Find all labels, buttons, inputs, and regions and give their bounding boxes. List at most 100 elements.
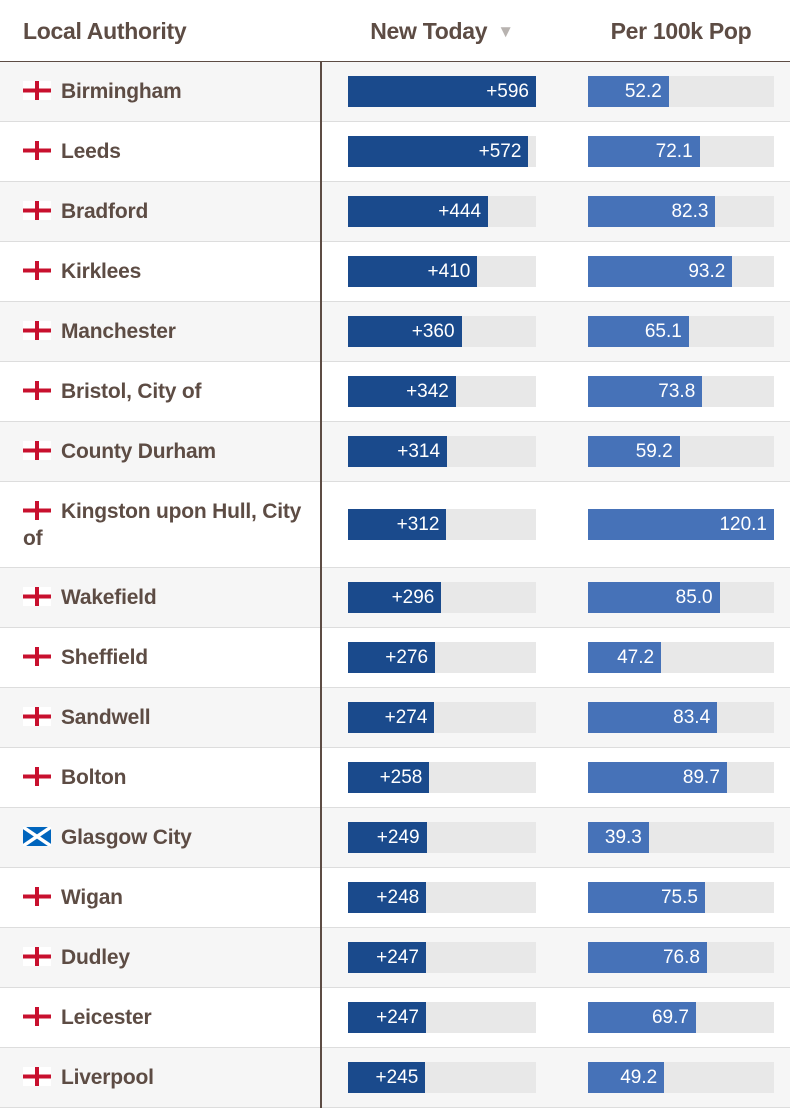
england-flag bbox=[23, 201, 51, 220]
per-100k-track: 76.8 bbox=[588, 941, 774, 973]
england-flag-icon bbox=[23, 1067, 51, 1086]
england-flag-icon bbox=[23, 500, 51, 520]
per-100k-label: 69.7 bbox=[651, 1006, 689, 1028]
new-today-track: +572 bbox=[348, 135, 536, 167]
per-100k-label: 85.0 bbox=[675, 586, 713, 608]
local-authority-cell: Bradford bbox=[23, 182, 308, 241]
new-today-bar: +248 bbox=[348, 881, 427, 913]
england-flag bbox=[23, 1067, 51, 1086]
new-today-label: +276 bbox=[385, 646, 429, 668]
per-100k-track: 59.2 bbox=[588, 435, 774, 467]
local-authority-cell: Wakefield bbox=[23, 568, 308, 627]
new-today-bar: +314 bbox=[348, 435, 448, 467]
local-authority-cell: Dudley bbox=[23, 928, 308, 987]
england-flag-icon bbox=[23, 201, 51, 220]
new-today-track: +247 bbox=[348, 1001, 536, 1033]
table-row: Manchester +360 65.1 bbox=[0, 302, 790, 362]
new-today-label: +410 bbox=[427, 260, 471, 282]
per-100k-bar: 49.2 bbox=[588, 1061, 665, 1093]
local-authority-name: Kirklees bbox=[61, 260, 142, 283]
new-today-label: +296 bbox=[391, 586, 435, 608]
local-authority-name: Birmingham bbox=[61, 80, 182, 103]
column-header-label: Per 100k Pop bbox=[610, 18, 752, 44]
per-100k-track: 39.3 bbox=[588, 821, 774, 853]
new-today-label: +249 bbox=[376, 826, 420, 848]
per-100k-track: 73.8 bbox=[588, 375, 774, 407]
local-authority-name: Leicester bbox=[61, 1006, 152, 1029]
table-row: Glasgow City +249 39.3 bbox=[0, 808, 790, 868]
per-100k-bar: 59.2 bbox=[588, 435, 680, 467]
new-today-bar: +360 bbox=[348, 315, 462, 347]
per-100k-track: 72.1 bbox=[588, 135, 774, 167]
new-today-label: +360 bbox=[411, 320, 455, 342]
per-100k-bar: 120.1 bbox=[588, 508, 774, 540]
per-100k-label: 59.2 bbox=[635, 440, 673, 462]
england-flag-icon bbox=[23, 261, 51, 280]
per-100k-label: 82.3 bbox=[671, 200, 709, 222]
per-100k-label: 39.3 bbox=[604, 826, 642, 848]
england-flag-icon bbox=[23, 141, 51, 160]
new-today-bar: +274 bbox=[348, 701, 435, 733]
local-authority-cell: Bristol, City of bbox=[23, 362, 308, 421]
table-row: Leeds +572 72.1 bbox=[0, 122, 790, 182]
per-100k-bar: 82.3 bbox=[588, 195, 716, 227]
new-today-track: +248 bbox=[348, 881, 536, 913]
table-header: Local Authority New Today ▼ Per 100k Pop bbox=[0, 0, 790, 62]
new-today-track: +247 bbox=[348, 941, 536, 973]
per-100k-bar: 39.3 bbox=[588, 821, 649, 853]
sort-descending-icon[interactable]: ▼ bbox=[497, 22, 514, 41]
per-100k-track: 82.3 bbox=[588, 195, 774, 227]
column-header-per-100k[interactable]: Per 100k Pop bbox=[588, 0, 774, 61]
per-100k-track: 75.5 bbox=[588, 881, 774, 913]
local-authority-cell: Leeds bbox=[23, 122, 308, 181]
table-row: Kirklees +410 93.2 bbox=[0, 242, 790, 302]
table-row: Bolton +258 89.7 bbox=[0, 748, 790, 808]
local-authority-name: Dudley bbox=[61, 946, 130, 969]
new-today-track: +444 bbox=[348, 195, 536, 227]
column-header-local-authority[interactable]: Local Authority bbox=[23, 0, 187, 61]
england-flag-icon bbox=[23, 81, 51, 100]
local-authority-name: Sheffield bbox=[61, 646, 148, 669]
table-row: Leicester +247 69.7 bbox=[0, 988, 790, 1048]
england-flag bbox=[23, 81, 51, 100]
new-today-bar: +296 bbox=[348, 581, 442, 613]
new-today-label: +444 bbox=[438, 200, 482, 222]
per-100k-label: 52.2 bbox=[624, 80, 662, 102]
england-flag-icon bbox=[23, 887, 51, 906]
england-flag-icon bbox=[23, 321, 51, 340]
new-today-label: +274 bbox=[384, 706, 428, 728]
new-today-bar: +572 bbox=[348, 135, 529, 167]
table-row: Wakefield +296 85.0 bbox=[0, 568, 790, 628]
new-today-bar: +312 bbox=[348, 508, 447, 540]
new-today-label: +596 bbox=[486, 80, 529, 102]
local-authority-name: Glasgow City bbox=[61, 826, 192, 849]
table-row: Sandwell +274 83.4 bbox=[0, 688, 790, 748]
new-today-label: +248 bbox=[376, 886, 420, 908]
local-authority-name: Wigan bbox=[61, 886, 123, 909]
england-flag-icon bbox=[23, 381, 51, 400]
column-header-new-today[interactable]: New Today ▼ bbox=[348, 0, 536, 61]
england-flag bbox=[23, 141, 51, 160]
england-flag-icon bbox=[23, 441, 51, 460]
new-today-label: +312 bbox=[396, 513, 440, 535]
new-today-track: +245 bbox=[348, 1061, 536, 1093]
column-divider bbox=[320, 62, 322, 1108]
new-today-label: +245 bbox=[375, 1066, 419, 1088]
new-today-bar: +596 bbox=[348, 75, 536, 107]
local-authority-cell: Leicester bbox=[23, 988, 308, 1047]
per-100k-track: 52.2 bbox=[588, 75, 774, 107]
new-today-bar: +247 bbox=[348, 1001, 426, 1033]
england-flag bbox=[23, 767, 51, 786]
per-100k-label: 73.8 bbox=[658, 380, 696, 402]
england-flag-icon bbox=[23, 647, 51, 666]
table-row: Kingston upon Hull, City of +312 120.1 bbox=[0, 482, 790, 568]
england-flag bbox=[23, 441, 51, 460]
new-today-track: +360 bbox=[348, 315, 536, 347]
local-authority-name: Wakefield bbox=[61, 586, 157, 609]
local-authority-cell: Kirklees bbox=[23, 242, 308, 301]
new-today-track: +258 bbox=[348, 761, 536, 793]
local-authority-name: Manchester bbox=[61, 320, 176, 343]
new-today-bar: +342 bbox=[348, 375, 456, 407]
per-100k-track: 65.1 bbox=[588, 315, 774, 347]
england-flag bbox=[23, 500, 51, 520]
